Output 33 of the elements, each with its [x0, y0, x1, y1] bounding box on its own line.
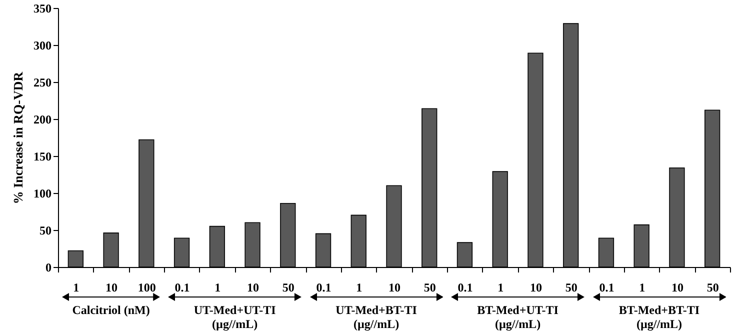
- x-tick-label: 1: [498, 280, 504, 294]
- y-tick-label: 250: [34, 76, 52, 90]
- x-tick-label: 0.1: [174, 280, 190, 294]
- x-tick-label: 0.1: [316, 280, 332, 294]
- text: BT-Med+BT-TI (µg//mL): [618, 303, 701, 331]
- text: BT-Med+UT-TI (µg//mL): [476, 303, 560, 331]
- x-tick-label: 1: [356, 280, 362, 294]
- y-tick-label: 300: [34, 38, 52, 52]
- x-tick-label: 50: [565, 280, 578, 294]
- text: UT-Med+BT-TI (µg//mL): [334, 303, 418, 331]
- y-tick-label: 50: [40, 224, 52, 238]
- x-tick-label: 0.1: [599, 280, 614, 294]
- x-tick-label: 0.1: [458, 280, 473, 294]
- y-tick-label: 200: [34, 112, 52, 126]
- x-tick-label: 10: [247, 280, 260, 294]
- y-tick-label: 100: [34, 186, 52, 200]
- x-tick-label: 1: [73, 280, 80, 294]
- y-tick-label: 150: [34, 150, 52, 164]
- x-tick-label: 1: [214, 280, 221, 294]
- x-tick-label: 10: [106, 280, 118, 294]
- x-tick-label: 10: [530, 280, 542, 294]
- x-tick-label: 50: [706, 280, 719, 294]
- text: Calcitriol (nM): [71, 303, 151, 317]
- y-axis-title: % Increase in RQ-VDR: [10, 71, 26, 204]
- x-tick-label: 10: [388, 280, 400, 294]
- x-tick-label: 100: [138, 280, 156, 294]
- x-tick-label: 50: [424, 280, 436, 294]
- y-tick-label: 0: [46, 260, 52, 274]
- x-tick-label: 10: [671, 280, 684, 294]
- x-tick-label: 50: [282, 280, 294, 294]
- x-tick-label: 1: [639, 280, 646, 294]
- text: UT-Med+UT-TI (µg//mL): [192, 303, 277, 331]
- y-tick-label: 350: [34, 2, 52, 16]
